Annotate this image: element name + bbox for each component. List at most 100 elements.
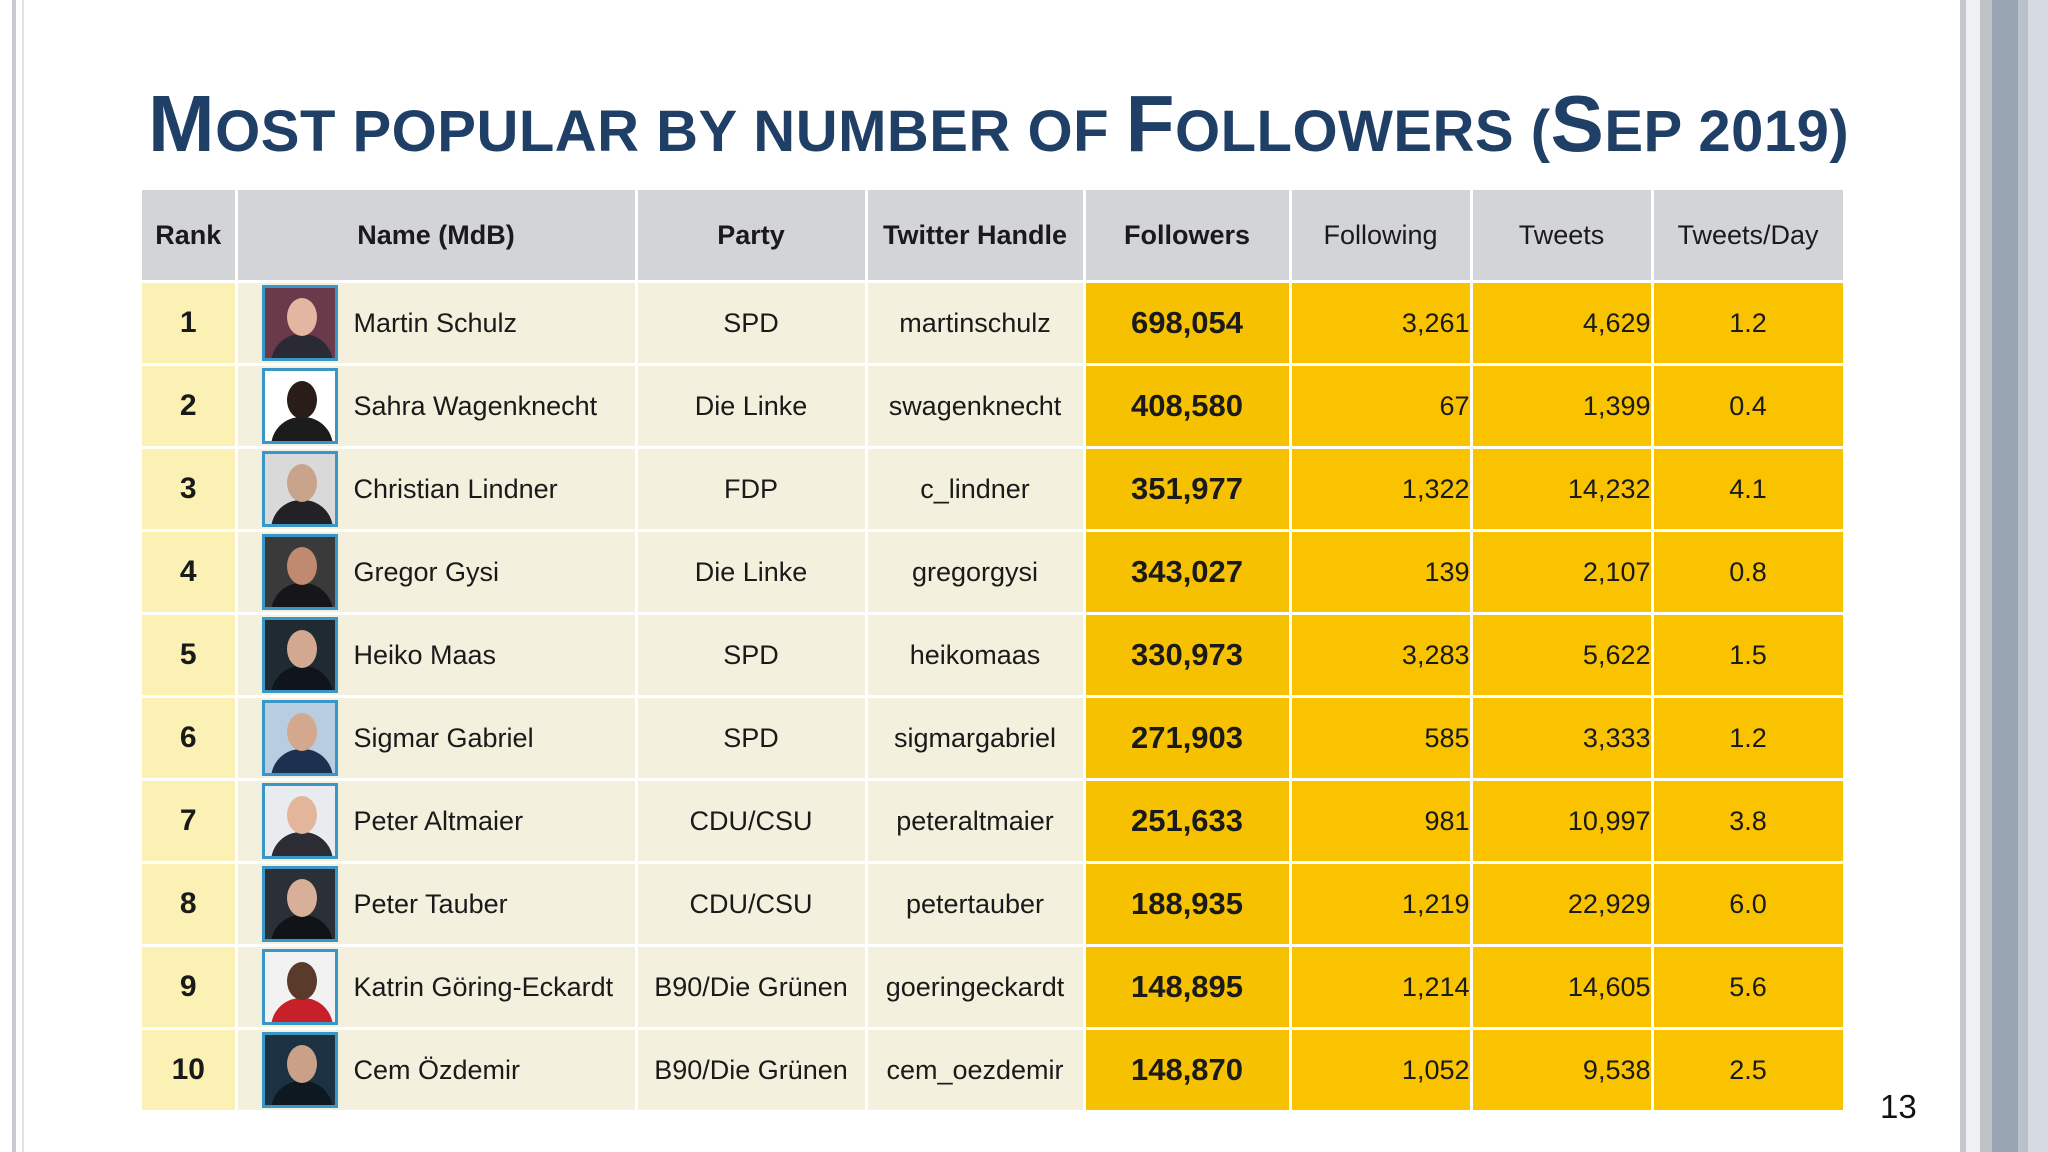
- following-cell: 1,214: [1290, 945, 1473, 1030]
- slide-frame-right-band: [1992, 0, 2018, 1152]
- twitter-handle-cell: martinschulz: [866, 281, 1086, 366]
- header-rank: Rank: [142, 190, 238, 283]
- rank-cell: 2: [142, 364, 238, 449]
- party-cell: B90/Die Grünen: [636, 1028, 868, 1113]
- party-cell: B90/Die Grünen: [636, 945, 868, 1030]
- followers-cell: 408,580: [1084, 364, 1292, 449]
- table-row: 5 Heiko Maas SPD heikomaas 330,973 3,283 5,622…: [142, 613, 1846, 698]
- twitter-handle-cell: goeringeckardt: [866, 945, 1086, 1030]
- party-cell: CDU/CSU: [636, 862, 868, 947]
- slide-frame-right: [1960, 0, 1966, 1152]
- party-cell: SPD: [636, 696, 868, 781]
- twitter-handle-cell: c_lindner: [866, 447, 1086, 532]
- twitter-handle-cell: peteraltmaier: [866, 779, 1086, 864]
- tweets-cell: 10,997: [1471, 779, 1654, 864]
- following-cell: 1,219: [1290, 862, 1473, 947]
- following-cell: 1,322: [1290, 447, 1473, 532]
- name-cell: Sigmar Gabriel: [236, 696, 638, 781]
- rank-cell: 9: [142, 945, 238, 1030]
- header-twitter-handle: Twitter Handle: [866, 190, 1086, 283]
- following-cell: 3,283: [1290, 613, 1473, 698]
- header-tweets-per-day: Tweets/Day: [1652, 190, 1846, 283]
- tweets-per-day-cell: 1.2: [1652, 281, 1846, 366]
- avatar: [261, 783, 338, 859]
- twitter-handle-cell: petertauber: [866, 862, 1086, 947]
- party-cell: Die Linke: [636, 364, 868, 449]
- rank-cell: 10: [142, 1028, 238, 1113]
- slide-frame-right-outer: [2028, 0, 2048, 1152]
- twitter-handle-cell: cem_oezdemir: [866, 1028, 1086, 1113]
- title-part: OST POPULAR BY NUMBER OF: [215, 99, 1126, 164]
- header-tweets: Tweets: [1471, 190, 1654, 283]
- twitter-handle-cell: gregorgysi: [866, 530, 1086, 615]
- tweets-per-day-cell: 2.5: [1652, 1028, 1846, 1113]
- header-following: Following: [1290, 190, 1473, 283]
- rank-cell: 8: [142, 862, 238, 947]
- title-part: M: [148, 79, 216, 168]
- party-cell: FDP: [636, 447, 868, 532]
- tweets-per-day-cell: 4.1: [1652, 447, 1846, 532]
- tweets-cell: 14,232: [1471, 447, 1654, 532]
- following-cell: 3,261: [1290, 281, 1473, 366]
- name-cell: Peter Altmaier: [236, 779, 638, 864]
- tweets-per-day-cell: 5.6: [1652, 945, 1846, 1030]
- header-name: Name (MdB): [236, 190, 638, 283]
- tweets-cell: 22,929: [1471, 862, 1654, 947]
- followers-table: Rank Name (MdB) Party Twitter Handle Fol…: [142, 190, 1846, 1113]
- table-row: 3 Christian Lindner FDP c_lindner 351,977 1,3…: [142, 447, 1846, 532]
- table-row: 10 Cem Özdemir B90/Die Grünen cem_oezdemir 1…: [142, 1028, 1846, 1113]
- rank-cell: 6: [142, 696, 238, 781]
- rank-cell: 5: [142, 613, 238, 698]
- tweets-cell: 1,399: [1471, 364, 1654, 449]
- slide-frame-right-gap: [1966, 0, 1980, 1152]
- avatar: [261, 451, 338, 527]
- name-cell: Cem Özdemir: [236, 1028, 638, 1113]
- member-name: Christian Lindner: [353, 473, 558, 504]
- party-cell: SPD: [636, 281, 868, 366]
- member-name: Katrin Göring-Eckardt: [353, 971, 614, 1002]
- tweets-cell: 2,107: [1471, 530, 1654, 615]
- table-row: 2 Sahra Wagenknecht Die Linke swagenknecht 4…: [142, 364, 1846, 449]
- name-cell: Peter Tauber: [236, 862, 638, 947]
- slide-frame-right-edge: [2018, 0, 2028, 1152]
- tweets-cell: 5,622: [1471, 613, 1654, 698]
- avatar: [261, 617, 338, 693]
- followers-cell: 330,973: [1084, 613, 1292, 698]
- title-part: F: [1125, 79, 1175, 168]
- member-name: Martin Schulz: [353, 307, 518, 338]
- name-cell: Heiko Maas: [236, 613, 638, 698]
- tweets-per-day-cell: 3.8: [1652, 779, 1846, 864]
- page-number: 13: [1880, 1088, 1917, 1125]
- header-followers: Followers: [1084, 190, 1292, 283]
- table-body: 1 Martin Schulz SPD martinschulz 698,054 3,26…: [142, 281, 1846, 1113]
- rank-cell: 4: [142, 530, 238, 615]
- member-name: Gregor Gysi: [353, 556, 500, 587]
- title-part: S: [1550, 79, 1605, 168]
- title-part: EP 2019): [1604, 99, 1850, 164]
- header-party: Party: [636, 190, 868, 283]
- member-name: Peter Altmaier: [353, 805, 524, 836]
- name-cell: Sahra Wagenknecht: [236, 364, 638, 449]
- member-name: Sigmar Gabriel: [353, 722, 534, 753]
- avatar: [261, 1032, 338, 1108]
- rank-cell: 1: [142, 281, 238, 366]
- member-name: Peter Tauber: [353, 888, 508, 919]
- tweets-cell: 9,538: [1471, 1028, 1654, 1113]
- rank-cell: 7: [142, 779, 238, 864]
- twitter-handle-cell: swagenknecht: [866, 364, 1086, 449]
- tweets-cell: 3,333: [1471, 696, 1654, 781]
- following-cell: 981: [1290, 779, 1473, 864]
- name-cell: Gregor Gysi: [236, 530, 638, 615]
- following-cell: 1,052: [1290, 1028, 1473, 1113]
- following-cell: 585: [1290, 696, 1473, 781]
- following-cell: 67: [1290, 364, 1473, 449]
- tweets-per-day-cell: 0.8: [1652, 530, 1846, 615]
- tweets-cell: 14,605: [1471, 945, 1654, 1030]
- table-row: 1 Martin Schulz SPD martinschulz 698,054 3,26…: [142, 281, 1846, 366]
- avatar: [261, 949, 338, 1025]
- table-row: 6 Sigmar Gabriel SPD sigmargabriel 271,903 58…: [142, 696, 1846, 781]
- table-header-row: Rank Name (MdB) Party Twitter Handle Fol…: [142, 190, 1846, 283]
- member-name: Sahra Wagenknecht: [353, 390, 598, 421]
- twitter-handle-cell: heikomaas: [866, 613, 1086, 698]
